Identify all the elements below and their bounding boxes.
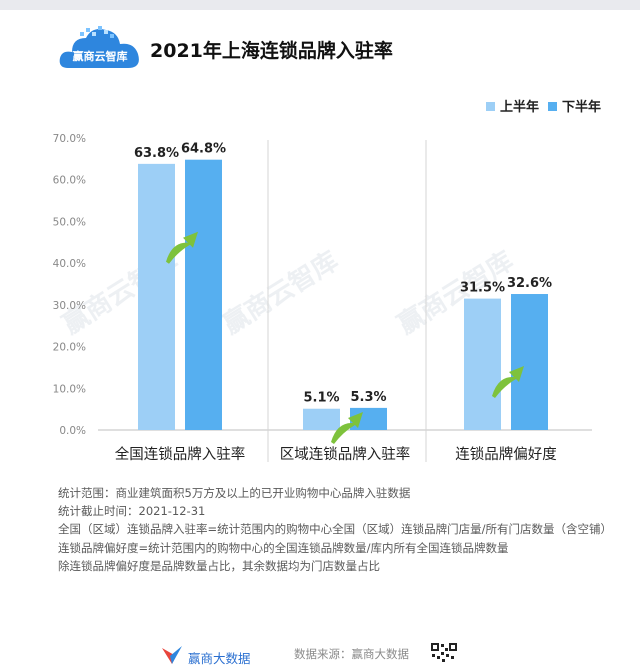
bar-first-half [303, 408, 340, 430]
data-label: 31.5% [460, 281, 505, 296]
bar-chart: 赢商云智库 赢商云智库 赢商云智库0.0%10.0%20.0%30.0%40.0%5… [53, 133, 592, 463]
data-label: 5.3% [350, 390, 386, 405]
logo-text: 赢商云智库 [73, 49, 128, 63]
data-label: 32.6% [507, 276, 552, 291]
bar-first-half [464, 298, 501, 430]
note-preference-definition: 连锁品牌偏好度=统计范围内的购物中心的全国连锁品牌数量/库内所有全国连锁品牌数量 [58, 540, 509, 555]
brand-logo-icon [162, 646, 182, 664]
note-scope: 统计范围：商业建筑面积5万方及以上的已开业购物中心品牌入驻数据 [58, 486, 411, 500]
note-basis: 除连锁品牌偏好度是品牌数量占比，其余数据均为门店数量占比 [58, 558, 380, 573]
footer: 赢商大数据 数据来源：赢商大数据 [0, 640, 640, 666]
qr-code-icon [430, 642, 458, 666]
note-cutoff: 统计截止时间：2021-12-31 [58, 504, 206, 519]
watermark-text: 赢商云智库 [217, 245, 344, 340]
growth-arrow-icon [331, 412, 363, 444]
bar-second-half [185, 159, 222, 431]
bar-second-half [511, 294, 548, 430]
legend-swatch-second-half [548, 102, 557, 111]
growth-arrow-icon [166, 231, 198, 264]
legend-item-second-half: 下半年 [548, 96, 601, 115]
data-label: 64.8% [181, 142, 226, 157]
note-rate-definition: 全国（区域）连锁品牌入驻率=统计范围内的购物中心全国（区域）连锁品牌门店量/所有… [58, 522, 613, 537]
y-tick-label: 30.0% [53, 300, 86, 312]
legend-label-second-half: 下半年 [562, 100, 602, 115]
top-bar [0, 0, 640, 10]
footer-brand: 赢商大数据 [188, 651, 251, 666]
y-tick-label: 70.0% [53, 133, 86, 145]
category-label: 连锁品牌偏好度 [455, 446, 557, 463]
footer-source: 数据来源：赢商大数据 [294, 647, 409, 661]
legend-label-first-half: 上半年 [500, 100, 540, 115]
data-label: 5.1% [303, 391, 339, 406]
y-tick-label: 20.0% [53, 342, 86, 354]
data-label: 63.8% [134, 146, 179, 161]
notes-block: 统计范围：商业建筑面积5万方及以上的已开业购物中心品牌入驻数据 统计截止时间：2… [58, 484, 613, 575]
y-tick-label: 60.0% [53, 175, 86, 187]
growth-arrow-icon [492, 366, 524, 399]
y-tick-label: 0.0% [59, 425, 86, 437]
bar-second-half [350, 407, 387, 430]
page-title: 2021年上海连锁品牌入驻率 [150, 40, 393, 62]
y-tick-label: 40.0% [53, 258, 86, 270]
cloud-logo-icon: 赢商云智库 [59, 26, 139, 68]
y-tick-label: 50.0% [53, 216, 86, 228]
bar-first-half [138, 163, 175, 430]
category-label: 全国连锁品牌入驻率 [115, 445, 246, 463]
y-tick-label: 10.0% [53, 383, 86, 395]
category-label: 区域连锁品牌入驻率 [280, 446, 411, 463]
legend-item-first-half: 上半年 [486, 96, 539, 115]
legend-swatch-first-half [486, 102, 495, 111]
